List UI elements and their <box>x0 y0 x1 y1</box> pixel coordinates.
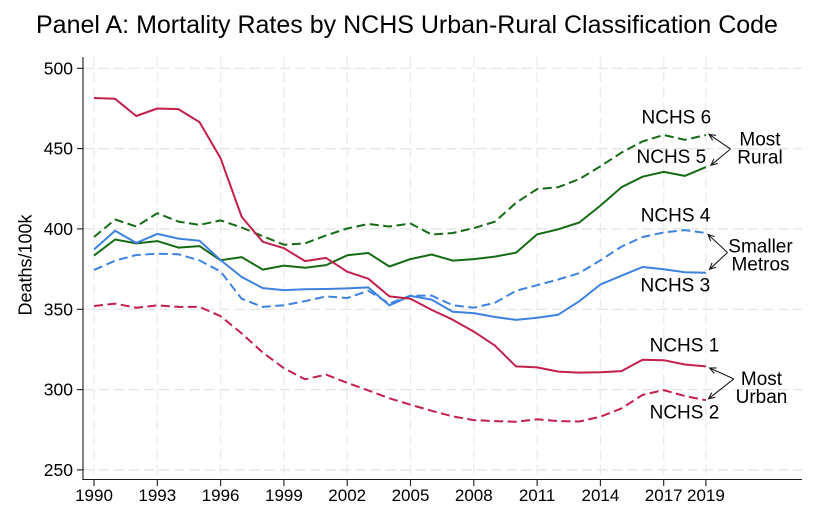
svg-text:NCHS 6: NCHS 6 <box>642 108 712 129</box>
svg-text:2011: 2011 <box>519 486 556 505</box>
svg-text:2014: 2014 <box>581 486 619 505</box>
svg-text:350: 350 <box>44 299 73 319</box>
svg-text:250: 250 <box>44 460 73 480</box>
svg-text:2005: 2005 <box>392 486 430 505</box>
svg-text:NCHS 2: NCHS 2 <box>650 402 720 423</box>
svg-text:400: 400 <box>44 219 73 239</box>
svg-text:Rural: Rural <box>737 147 782 168</box>
svg-text:1993: 1993 <box>138 486 176 505</box>
svg-text:2008: 2008 <box>455 486 493 505</box>
svg-text:Panel A: Mortality Rates by NC: Panel A: Mortality Rates by NCHS Urban-R… <box>36 11 778 39</box>
svg-text:NCHS 4: NCHS 4 <box>641 205 711 226</box>
svg-text:Smaller: Smaller <box>728 236 793 257</box>
svg-text:1996: 1996 <box>202 486 240 505</box>
svg-text:Most: Most <box>741 369 783 390</box>
svg-text:Most: Most <box>739 129 781 150</box>
svg-text:500: 500 <box>44 58 73 78</box>
svg-text:300: 300 <box>44 380 73 400</box>
svg-text:1999: 1999 <box>265 486 303 505</box>
svg-text:2002: 2002 <box>328 486 366 505</box>
svg-text:NCHS 1: NCHS 1 <box>650 336 720 357</box>
svg-text:NCHS 5: NCHS 5 <box>637 147 707 168</box>
svg-text:Metros: Metros <box>731 254 789 275</box>
svg-text:2019: 2019 <box>687 486 725 505</box>
svg-text:2017: 2017 <box>645 486 683 505</box>
svg-text:NCHS 3: NCHS 3 <box>641 275 711 296</box>
svg-text:1990: 1990 <box>75 486 113 505</box>
svg-text:Urban: Urban <box>736 387 788 408</box>
svg-text:Deaths/100k: Deaths/100k <box>16 213 36 315</box>
svg-text:450: 450 <box>44 139 73 159</box>
